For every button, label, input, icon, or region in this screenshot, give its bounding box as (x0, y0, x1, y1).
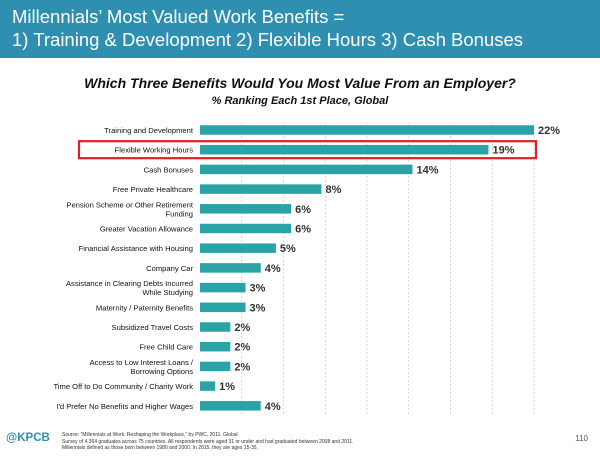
bar (200, 223, 292, 234)
bar (200, 302, 246, 313)
category-label: Borrowing Options (131, 367, 194, 376)
source-line: Source: “Millennials at Work: Reshaping … (62, 432, 238, 438)
bar (200, 164, 413, 175)
category-label: Flexible Working Hours (115, 146, 194, 155)
category-label: Greater Vacation Allowance (100, 225, 193, 234)
category-label: Funding (166, 209, 193, 218)
bar (200, 341, 231, 352)
bar (200, 184, 322, 194)
value-label: 8% (325, 184, 341, 196)
bar (200, 322, 231, 332)
highlight-box (77, 140, 538, 160)
source-line: Survey of 4,364 graduates across 75 coun… (62, 438, 354, 445)
category-label: Company Car (146, 264, 193, 273)
category-label: I'd Prefer No Benefits and Higher Wages (56, 402, 193, 411)
bar (200, 401, 261, 411)
value-label: 14% (417, 164, 439, 176)
value-label: 19% (492, 145, 514, 157)
value-label: 2% (234, 361, 250, 373)
bar (200, 204, 292, 214)
value-label: 2% (234, 322, 250, 334)
value-label: 3% (250, 283, 266, 295)
bar (200, 125, 534, 135)
category-label: Financial Assistance with Housing (79, 244, 193, 253)
category-label: Free Child Care (139, 343, 193, 352)
value-label: 22% (538, 125, 560, 137)
header-title-line-1: Millennials’ Most Valued Work Benefits = (12, 6, 345, 27)
category-label: Time Off to Do Community / Charity Work (53, 382, 193, 391)
header-title-line-2: 1) Training & Development 2) Flexible Ho… (12, 29, 524, 50)
value-label: 6% (295, 204, 311, 216)
header-banner: Millennials’ Most Valued Work Benefits =… (0, 0, 600, 58)
category-label: While Studying (142, 288, 193, 297)
page-number: 110 (575, 434, 588, 443)
chart-title: Which Three Benefits Would You Most Valu… (84, 75, 516, 91)
category-label: Assistance in Clearing Debts Incurred (66, 279, 193, 288)
value-label: 5% (280, 243, 296, 255)
value-label: 3% (250, 302, 266, 314)
bar (200, 282, 246, 293)
value-label: 4% (265, 263, 281, 275)
category-label: Pension Scheme or Other Retirement (66, 200, 194, 209)
bar (200, 263, 261, 273)
bar (200, 381, 216, 391)
value-label: 4% (265, 401, 281, 413)
category-label: Maternity / Paternity Benefits (96, 303, 193, 312)
category-label: Free Private Healthcare (113, 185, 193, 194)
category-label: Cash Bonuses (144, 165, 194, 174)
category-label: Subsidized Travel Costs (112, 323, 194, 332)
bar (200, 361, 231, 372)
bar (200, 243, 276, 253)
value-label: 6% (295, 224, 311, 236)
category-label: Training and Development (104, 126, 194, 135)
bar (200, 144, 489, 155)
value-label: 1% (219, 381, 235, 393)
kpcb-logo: @KPCB (6, 432, 50, 444)
chart-subtitle: % Ranking Each 1st Place, Global (211, 95, 389, 107)
source-note: Source: “Millennials at Work: Reshaping … (62, 432, 542, 452)
source-line: Millennials defined as those born betwee… (62, 445, 258, 451)
category-label: Access to Low Interest Loans / (90, 358, 194, 367)
value-label: 2% (234, 342, 250, 354)
